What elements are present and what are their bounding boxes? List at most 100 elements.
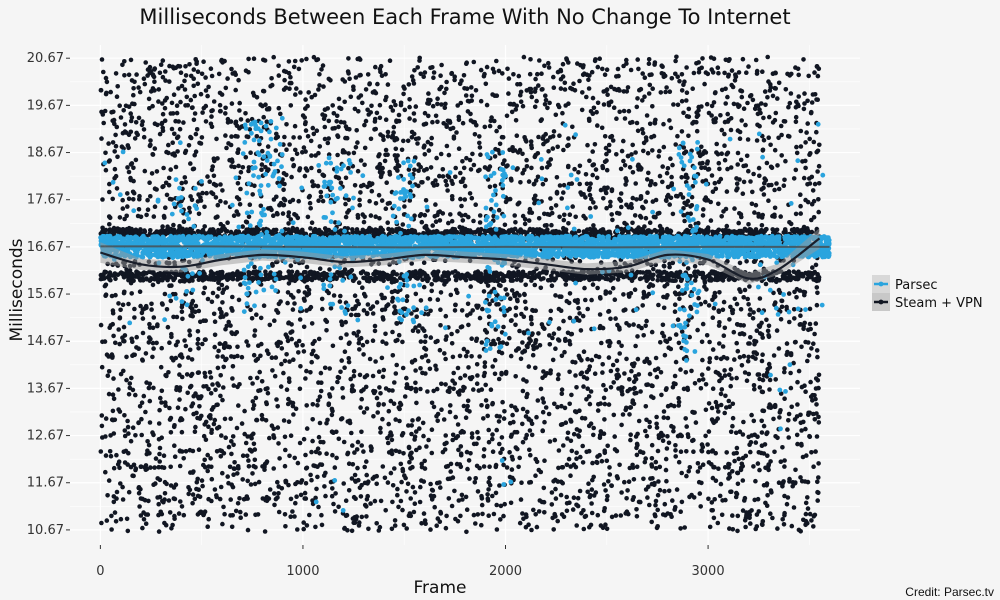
- steam-vpn-point: [414, 314, 420, 320]
- steam-vpn-point: [463, 93, 469, 98]
- steam-vpn-point: [288, 217, 294, 222]
- steam-vpn-point: [759, 320, 764, 326]
- steam-vpn-point: [555, 376, 561, 382]
- steam-vpn-point: [602, 401, 608, 407]
- steam-vpn-point: [166, 370, 171, 375]
- steam-vpn-point: [526, 179, 532, 184]
- steam-vpn-point: [283, 524, 288, 529]
- steam-vpn-point: [451, 386, 456, 392]
- steam-vpn-point: [458, 451, 464, 457]
- steam-vpn-point: [368, 444, 374, 449]
- steam-vpn-point: [540, 181, 546, 187]
- steam-vpn-point: [716, 466, 721, 472]
- steam-vpn-point: [581, 63, 586, 68]
- steam-vpn-point: [805, 182, 810, 187]
- steam-vpn-point: [717, 372, 722, 378]
- steam-vpn-point: [679, 470, 684, 476]
- steam-vpn-point: [209, 430, 214, 436]
- steam-vpn-point: [510, 102, 516, 107]
- steam-vpn-point: [775, 526, 780, 531]
- steam-vpn-point: [417, 213, 423, 219]
- steam-vpn-point: [776, 80, 782, 86]
- steam-vpn-point: [99, 423, 105, 429]
- steam-vpn-point: [302, 290, 308, 295]
- steam-vpn-point: [747, 284, 752, 289]
- steam-vpn-point: [201, 290, 206, 296]
- steam-vpn-point: [717, 320, 722, 325]
- steam-vpn-point: [568, 473, 573, 479]
- steam-vpn-point: [287, 359, 292, 364]
- steam-vpn-point: [800, 454, 806, 460]
- steam-vpn-point: [392, 466, 397, 471]
- steam-vpn-point: [318, 194, 324, 200]
- steam-vpn-point: [734, 445, 740, 451]
- steam-vpn-point: [214, 136, 219, 142]
- steam-vpn-point: [237, 496, 242, 501]
- steam-vpn-point: [791, 505, 797, 510]
- steam-vpn-point: [137, 196, 142, 202]
- steam-vpn-point: [295, 527, 300, 532]
- steam-vpn-point: [772, 147, 778, 153]
- steam-vpn-point: [523, 306, 529, 311]
- steam-vpn-point: [231, 442, 236, 448]
- steam-vpn-point: [555, 518, 560, 524]
- steam-vpn-point: [425, 101, 430, 106]
- steam-vpn-point: [98, 88, 104, 93]
- steam-vpn-point: [384, 94, 389, 100]
- steam-vpn-point: [125, 528, 131, 534]
- steam-vpn-point: [215, 354, 220, 359]
- steam-vpn-point: [462, 197, 468, 202]
- steam-vpn-point: [654, 414, 659, 420]
- steam-vpn-point: [695, 327, 700, 333]
- steam-vpn-point: [211, 311, 217, 317]
- steam-vpn-point: [755, 111, 761, 117]
- steam-vpn-point: [597, 325, 603, 331]
- steam-vpn-point: [315, 183, 321, 189]
- steam-vpn-point: [428, 165, 434, 170]
- steam-vpn-point: [379, 355, 385, 361]
- steam-vpn-point: [111, 333, 116, 339]
- steam-vpn-point: [195, 476, 200, 482]
- steam-vpn-point: [486, 427, 492, 433]
- steam-vpn-point: [597, 56, 602, 61]
- steam-vpn-point: [236, 163, 241, 169]
- steam-vpn-point: [315, 403, 320, 408]
- steam-vpn-point: [233, 508, 239, 514]
- steam-vpn-point: [602, 448, 607, 454]
- steam-vpn-point: [526, 364, 532, 369]
- steam-vpn-point: [748, 307, 753, 312]
- steam-vpn-point: [346, 356, 352, 361]
- steam-vpn-point: [728, 304, 733, 310]
- steam-vpn-point: [303, 376, 308, 381]
- steam-vpn-point: [644, 433, 650, 439]
- steam-vpn-point: [357, 197, 362, 203]
- steam-vpn-point: [293, 500, 298, 506]
- steam-vpn-point: [428, 335, 434, 340]
- steam-vpn-point: [459, 492, 465, 498]
- steam-vpn-point: [807, 136, 812, 142]
- steam-vpn-point: [697, 491, 703, 496]
- steam-vpn-point: [281, 196, 287, 202]
- steam-vpn-point: [413, 429, 419, 434]
- steam-vpn-point: [628, 432, 633, 438]
- steam-vpn-point: [427, 296, 433, 302]
- steam-vpn-point: [510, 457, 515, 462]
- steam-vpn-point: [679, 329, 685, 334]
- steam-vpn-point: [752, 497, 757, 503]
- steam-vpn-point: [431, 404, 437, 410]
- steam-vpn-point: [657, 210, 662, 216]
- steam-vpn-point: [321, 84, 326, 89]
- steam-vpn-point: [162, 118, 168, 123]
- steam-vpn-point: [376, 369, 382, 375]
- steam-vpn-point: [585, 142, 590, 148]
- steam-vpn-point: [738, 88, 743, 93]
- steam-vpn-point: [329, 429, 335, 435]
- steam-vpn-point: [723, 101, 728, 106]
- steam-vpn-point: [807, 152, 812, 157]
- steam-vpn-point: [413, 291, 419, 297]
- steam-vpn-point: [589, 196, 594, 202]
- steam-vpn-point: [222, 416, 228, 422]
- steam-vpn-point: [667, 336, 673, 342]
- steam-vpn-point: [728, 383, 733, 389]
- steam-vpn-point: [275, 479, 280, 485]
